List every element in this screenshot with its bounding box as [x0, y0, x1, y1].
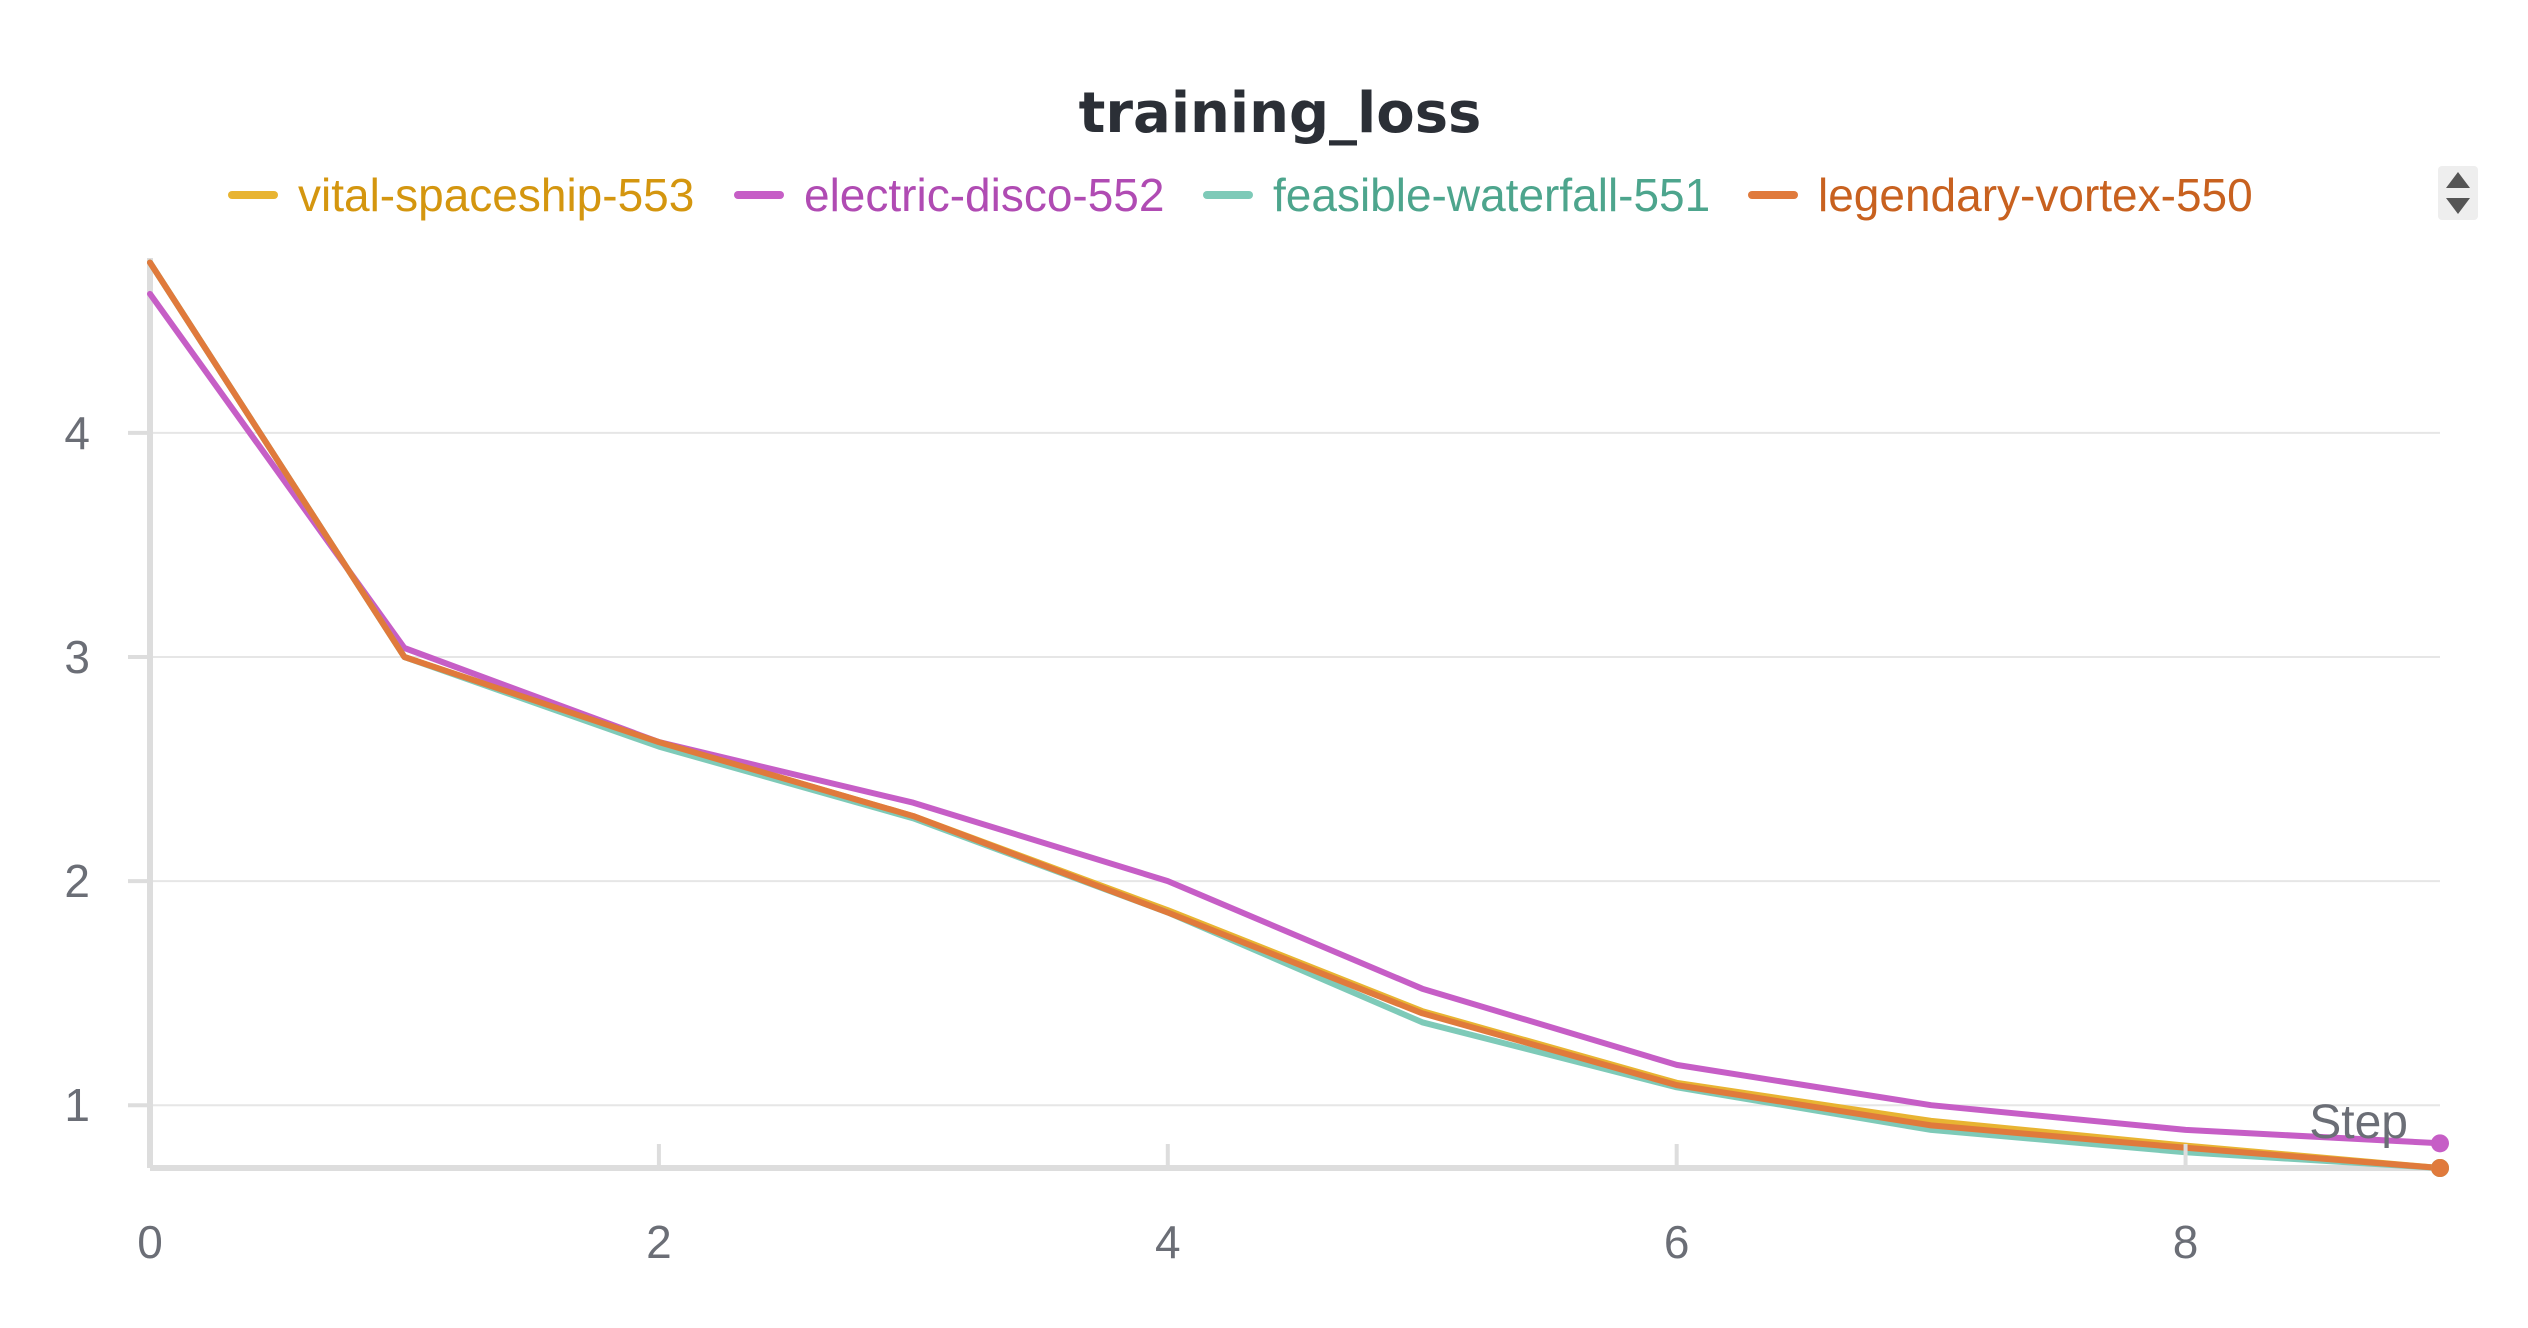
series-lines: [147, 259, 2443, 1171]
x-axis-title: Step: [2309, 1096, 2408, 1149]
legend-item-legendary-vortex-550[interactable]: legendary-vortex-550: [1748, 169, 2253, 221]
legend-label: vital-spaceship-553: [298, 169, 694, 221]
series-end-marker-legendary-vortex-550: [2431, 1159, 2449, 1177]
series-end-marker-electric-disco-552: [2431, 1134, 2449, 1153]
y-tick-label-0: 1: [64, 1079, 90, 1131]
axes: [147, 258, 2440, 1171]
grid: [150, 431, 2440, 1107]
series-line-legendary-vortex-550: [147, 259, 2443, 1171]
legend-item-vital-spaceship-553[interactable]: vital-spaceship-553: [228, 169, 694, 221]
y-tick-label-2: 3: [64, 631, 90, 683]
series-line-vital-spaceship-553: [147, 259, 2443, 1171]
x-tick-label-2: 4: [1155, 1216, 1181, 1268]
end-markers: [2431, 1134, 2449, 1177]
x-tick-label-3: 6: [1664, 1216, 1690, 1268]
legend-label: electric-disco-552: [804, 169, 1164, 221]
legend-label: legendary-vortex-550: [1818, 169, 2253, 221]
scroll-arrows-icon: [2446, 172, 2470, 214]
legend-item-feasible-waterfall-551[interactable]: feasible-waterfall-551: [1203, 169, 1710, 221]
series-line-electric-disco-552: [147, 290, 2443, 1147]
y-tick-label-1: 2: [64, 855, 90, 907]
y-axis-ticks: 1 2 3 4: [64, 407, 150, 1131]
series-line-feasible-waterfall-551: [147, 259, 2443, 1171]
x-tick-label-1: 2: [646, 1216, 672, 1268]
x-axis-ticks: 0 2 4 6 8: [137, 1144, 2198, 1268]
legend-scroll-button[interactable]: [2438, 166, 2478, 220]
legend-label: feasible-waterfall-551: [1273, 169, 1710, 221]
x-tick-label-0: 0: [137, 1216, 163, 1268]
legend: vital-spaceship-553 electric-disco-552 fea…: [228, 169, 2253, 221]
x-tick-label-4: 8: [2173, 1216, 2199, 1268]
chart-title: training_loss: [1079, 81, 1482, 146]
y-tick-label-3: 4: [64, 407, 90, 459]
legend-item-electric-disco-552[interactable]: electric-disco-552: [734, 169, 1164, 221]
